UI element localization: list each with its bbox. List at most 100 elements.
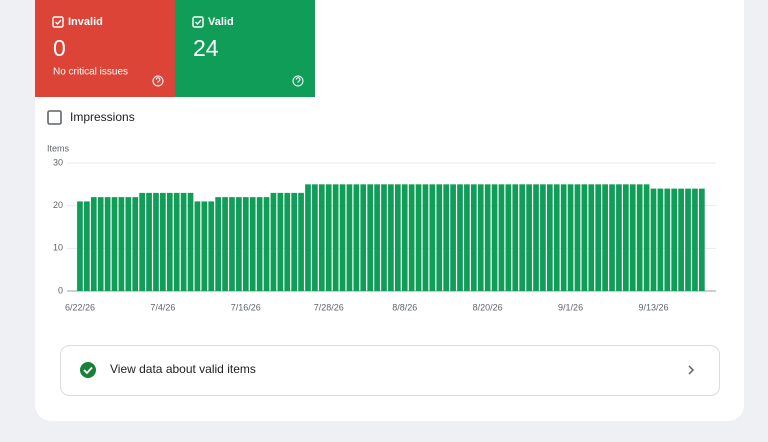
- bar: [464, 184, 470, 291]
- bar: [111, 197, 118, 291]
- bar: [97, 197, 104, 291]
- bar: [139, 192, 145, 291]
- bar: [533, 184, 539, 291]
- bar: [491, 184, 498, 291]
- bar: [629, 184, 636, 291]
- tile-value: 24: [193, 35, 219, 61]
- invalid-tile[interactable]: [35, 0, 175, 97]
- bar: [553, 184, 560, 291]
- bar: [636, 184, 643, 291]
- impressions-checkbox[interactable]: [47, 110, 62, 125]
- bar: [574, 184, 581, 291]
- bar: [657, 188, 664, 291]
- bar: [305, 184, 311, 291]
- bar: [622, 184, 629, 291]
- bar: [546, 184, 553, 291]
- tile-value: 0: [53, 35, 66, 61]
- valid-tile[interactable]: [175, 0, 315, 97]
- bar: [180, 192, 187, 291]
- bar: [401, 184, 408, 291]
- bar: [388, 184, 394, 291]
- y-axis-title: Items: [47, 143, 70, 153]
- valid-checkbox[interactable]: [192, 16, 204, 28]
- bar: [643, 184, 650, 291]
- bar: [519, 184, 526, 291]
- bar: [353, 184, 360, 291]
- bar: [477, 184, 484, 291]
- bar: [173, 192, 180, 291]
- bar: [367, 184, 374, 291]
- x-tick-label: 9/1/26: [558, 302, 583, 312]
- x-tick-label: 7/28/26: [314, 302, 344, 312]
- bar: [249, 197, 256, 291]
- valid-items-link[interactable]: View data about valid items: [60, 345, 720, 396]
- tile-label: Invalid: [68, 16, 103, 28]
- chart: 0 10 20 30 6/22/26 7/4/26 7/16/26 7/28/26 8/8/26…: [53, 157, 716, 312]
- help-icon[interactable]: [292, 75, 304, 87]
- bar: [284, 192, 291, 291]
- bar: [415, 184, 422, 291]
- x-tick-label: 8/20/26: [473, 302, 503, 312]
- x-tick-label: 9/13/26: [638, 302, 668, 312]
- bar: [270, 192, 277, 291]
- bar: [125, 197, 132, 291]
- x-tick-label: 7/16/26: [231, 302, 261, 312]
- bar: [602, 184, 608, 291]
- bar: [512, 184, 519, 291]
- bar: [457, 184, 463, 291]
- bar: [581, 184, 588, 291]
- bar: [560, 184, 567, 291]
- bar: [450, 184, 456, 291]
- bar: [332, 184, 339, 291]
- bar: [374, 184, 380, 291]
- y-tick-label: 0: [58, 285, 63, 295]
- bar: [222, 197, 228, 291]
- bar: [236, 197, 242, 291]
- bar: [298, 192, 304, 291]
- bar: [616, 184, 622, 291]
- bar: [360, 184, 367, 291]
- bar: [318, 184, 325, 291]
- bar: [346, 184, 353, 291]
- bar: [229, 197, 235, 291]
- bar: [339, 184, 346, 291]
- bar: [678, 188, 684, 291]
- bar: [208, 201, 215, 291]
- bar: [588, 184, 595, 291]
- bar: [256, 197, 263, 291]
- bar: [470, 184, 477, 291]
- y-tick-label: 20: [53, 200, 63, 210]
- bar: [526, 184, 532, 291]
- x-tick-label: 8/8/26: [392, 302, 417, 312]
- invalid-checkbox[interactable]: [52, 16, 64, 28]
- bar: [291, 192, 298, 291]
- link-label[interactable]: View data about valid items: [110, 362, 256, 376]
- bar: [609, 184, 615, 291]
- bar: [664, 188, 671, 291]
- y-tick-label: 30: [53, 157, 63, 167]
- bar: [443, 184, 450, 291]
- toggle-label[interactable]: Impressions: [70, 110, 135, 124]
- bar: [505, 184, 512, 291]
- bar: [422, 184, 429, 291]
- tile-label: Valid: [208, 16, 234, 28]
- bar: [77, 201, 83, 291]
- bar: [242, 197, 249, 291]
- bar: [166, 192, 173, 291]
- bar: [132, 197, 139, 291]
- bar: [540, 184, 546, 291]
- bar: [671, 188, 678, 291]
- bar: [408, 184, 415, 291]
- bar: [84, 201, 90, 291]
- bar: [263, 197, 270, 291]
- help-icon[interactable]: [152, 75, 164, 87]
- bar: [187, 192, 194, 291]
- bar: [277, 192, 284, 291]
- bar: [484, 184, 491, 291]
- x-tick-label: 6/22/26: [65, 302, 95, 312]
- bar: [201, 201, 208, 291]
- bar: [312, 184, 318, 291]
- bar: [118, 197, 125, 291]
